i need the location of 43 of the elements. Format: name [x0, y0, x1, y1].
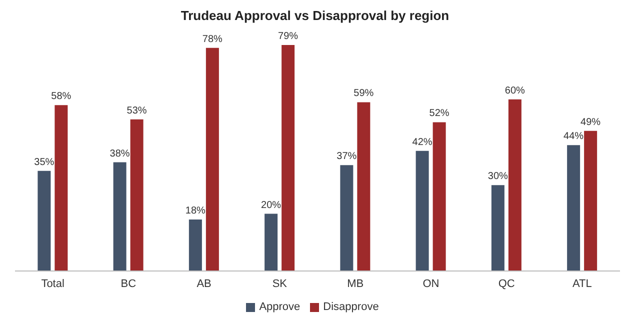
x-tick-label: QC — [498, 278, 515, 290]
bar — [130, 119, 144, 271]
bar — [38, 170, 51, 271]
chart-title: Trudeau Approval vs Disapproval by region — [180, 8, 450, 23]
legend-label: Approve — [259, 301, 300, 313]
data-label: 44% — [564, 131, 584, 142]
data-label: 30% — [488, 171, 508, 182]
bar — [432, 122, 446, 271]
x-tick-label: MB — [347, 278, 364, 290]
bar — [491, 185, 504, 271]
x-tick-label: Total — [41, 278, 64, 290]
bar — [54, 105, 68, 271]
data-label: 52% — [429, 108, 450, 120]
x-tick-label: ATL — [572, 278, 592, 290]
data-label: 53% — [126, 105, 147, 116]
bar — [206, 48, 219, 271]
data-label: 60% — [504, 85, 526, 96]
data-label: 37% — [336, 151, 357, 162]
x-tick-label: ON — [422, 278, 440, 290]
bar — [567, 145, 580, 271]
bar — [584, 130, 598, 271]
bar — [340, 165, 354, 271]
bar — [282, 45, 295, 271]
bar — [357, 102, 370, 271]
x-tick-label: BC — [120, 278, 136, 290]
legend-label: Disapprove — [323, 301, 379, 313]
x-tick-label: SK — [272, 278, 288, 290]
bar — [188, 220, 202, 271]
data-label: 38% — [110, 148, 130, 160]
data-label: 18% — [185, 206, 206, 217]
data-label: 58% — [51, 91, 72, 102]
data-label: 49% — [580, 116, 601, 128]
data-label: 20% — [261, 200, 282, 211]
x-tick-label: AB — [196, 278, 212, 290]
data-label: 59% — [354, 88, 374, 100]
data-label: 42% — [412, 136, 432, 148]
data-label: 78% — [202, 34, 223, 45]
data-label: 35% — [34, 156, 54, 168]
bar — [264, 214, 278, 271]
bar — [508, 99, 522, 271]
data-label: 79% — [278, 31, 298, 42]
bar — [416, 150, 429, 271]
bar — [113, 162, 126, 271]
